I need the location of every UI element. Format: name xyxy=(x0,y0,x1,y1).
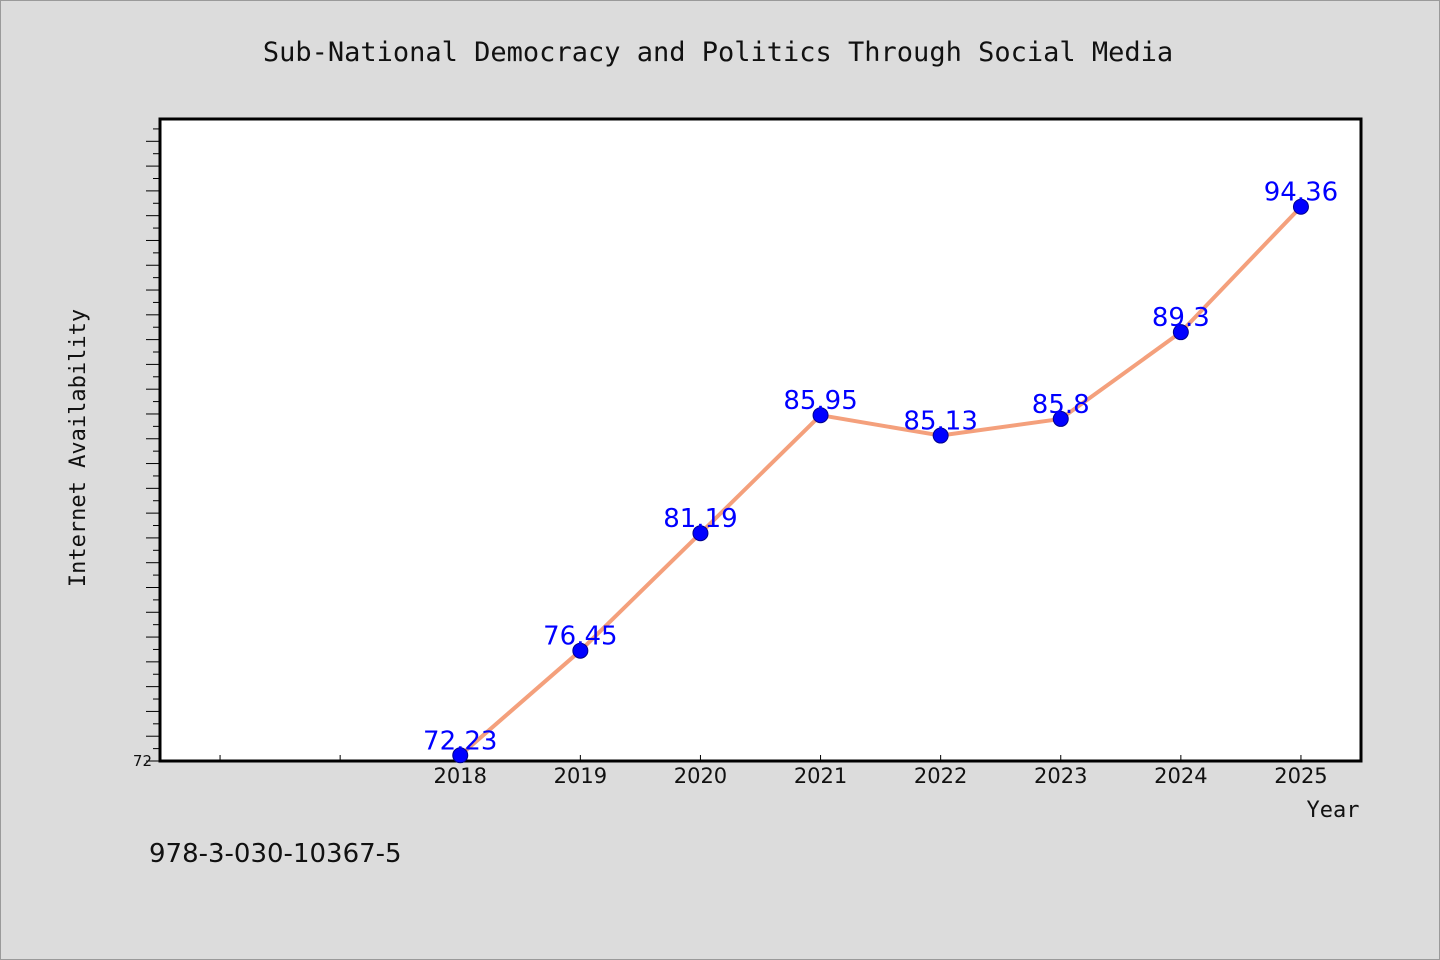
data-label-2025: 94.36 xyxy=(1264,178,1338,208)
x-tick-label: 2020 xyxy=(674,764,727,788)
data-label-2019: 76.45 xyxy=(543,622,617,652)
x-tick-label: 2025 xyxy=(1274,764,1327,788)
x-tick-label: 2018 xyxy=(434,764,487,788)
y-axis-tick-labels: 72 xyxy=(133,752,152,770)
data-label-2024: 89.3 xyxy=(1152,303,1210,333)
isbn-footnote: 978-3-030-10367-5 xyxy=(149,839,402,869)
y-axis-ticks xyxy=(146,128,160,762)
x-tick-label: 2024 xyxy=(1154,764,1207,788)
data-label-2018: 72.23 xyxy=(423,726,497,756)
data-labels: 72.23 76.45 81.19 85.95 85.13 85.8 89.3 94.36 xyxy=(423,178,1338,757)
data-point-2025 xyxy=(1292,198,1309,215)
data-label-2020: 81.19 xyxy=(663,504,737,534)
data-point-2024 xyxy=(1172,324,1189,341)
x-tick-label: 2019 xyxy=(554,764,607,788)
x-axis-tick-labels: 2018 2019 2020 2021 2022 2023 2024 2025 xyxy=(434,764,1328,788)
data-point-2018 xyxy=(452,747,469,764)
y-tick-label: 72 xyxy=(133,752,152,770)
data-point-2019 xyxy=(572,642,589,659)
chart-title: Sub-National Democracy and Politics Thro… xyxy=(263,37,1173,68)
x-tick-label: 2022 xyxy=(914,764,967,788)
plot-area xyxy=(158,117,1363,763)
data-label-2023: 85.8 xyxy=(1032,390,1090,420)
series-markers xyxy=(452,198,1309,764)
data-point-2021 xyxy=(812,407,829,424)
data-point-2020 xyxy=(692,525,709,542)
data-label-2021: 85.95 xyxy=(783,386,857,416)
y-axis-label: Internet Availability xyxy=(66,309,91,587)
x-tick-label: 2023 xyxy=(1034,764,1087,788)
x-axis-label: Year xyxy=(1307,798,1360,823)
data-point-2022 xyxy=(932,427,949,444)
data-label-2022: 85.13 xyxy=(903,407,977,437)
series-line xyxy=(458,205,1303,757)
x-tick-label: 2021 xyxy=(794,764,847,788)
data-point-2023 xyxy=(1052,410,1069,427)
